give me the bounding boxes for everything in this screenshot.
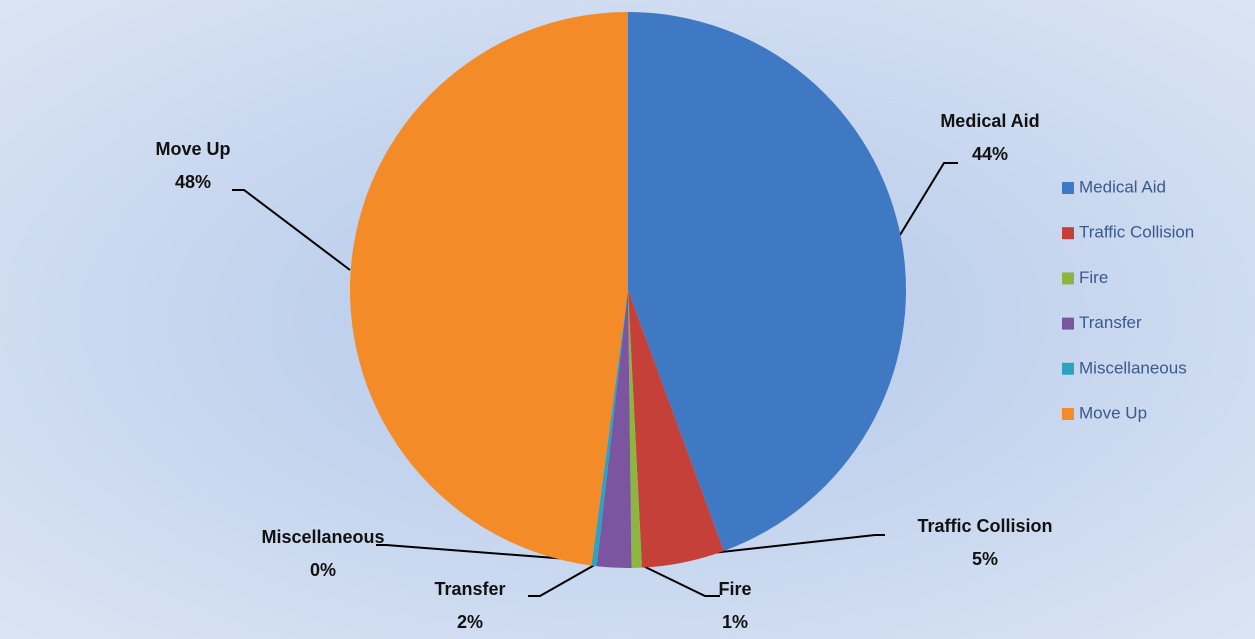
leader-line — [711, 534, 885, 554]
data-label-value: 2% — [457, 612, 483, 632]
data-label-name: Fire — [718, 579, 751, 599]
legend-label: Traffic Collision — [1079, 223, 1194, 242]
legend-label: Move Up — [1079, 403, 1147, 422]
legend-swatch — [1062, 227, 1074, 240]
legend-label: Miscellaneous — [1079, 358, 1187, 377]
data-label-value: 5% — [972, 549, 998, 569]
data-label-name: Medical Aid — [940, 111, 1039, 131]
data-label-name: Traffic Collision — [917, 516, 1052, 536]
legend-swatch — [1062, 408, 1074, 420]
pie-slice — [350, 12, 628, 566]
legend-swatch — [1062, 317, 1074, 330]
legend-label: Fire — [1079, 268, 1108, 287]
leader-line — [899, 162, 958, 236]
pie-slice — [591, 290, 628, 567]
data-label-name: Move Up — [155, 139, 230, 159]
legend-swatch — [1062, 182, 1074, 194]
data-label-name: Miscellaneous — [261, 527, 384, 547]
data-label-name: Transfer — [434, 579, 505, 599]
leader-line — [376, 544, 595, 562]
pie-slice — [596, 290, 632, 568]
leader-lines — [232, 162, 958, 597]
leader-line — [528, 562, 599, 597]
leader-line — [636, 562, 720, 597]
data-label-value: 48% — [175, 172, 211, 192]
pie-slice — [628, 12, 907, 551]
data-label-value: 0% — [310, 560, 336, 580]
leader-line — [232, 189, 351, 271]
legend-swatch — [1062, 272, 1074, 285]
legend-label: Medical Aid — [1079, 177, 1166, 196]
pie-slice — [628, 290, 642, 568]
pie-slice — [628, 290, 724, 568]
data-label-value: 44% — [972, 144, 1008, 164]
legend-label: Transfer — [1079, 313, 1142, 332]
legend-swatch — [1062, 362, 1074, 375]
data-label-value: 1% — [722, 612, 748, 632]
